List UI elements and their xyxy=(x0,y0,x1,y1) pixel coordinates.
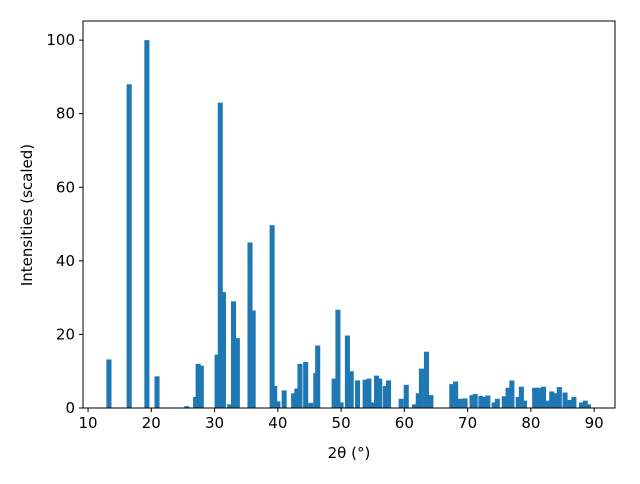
bar xyxy=(315,345,321,408)
bar xyxy=(398,398,404,408)
bar xyxy=(515,396,521,408)
x-tick-label: 10 xyxy=(79,414,98,432)
bar xyxy=(462,398,468,408)
bar xyxy=(184,406,190,408)
bar xyxy=(217,102,223,408)
bar xyxy=(106,359,112,408)
bar xyxy=(423,351,430,408)
bar xyxy=(214,354,220,408)
bar xyxy=(227,404,233,408)
y-tick-label: 40 xyxy=(56,252,75,270)
bar xyxy=(144,40,150,409)
bar xyxy=(522,400,528,408)
bar xyxy=(269,225,275,408)
bar xyxy=(344,335,350,408)
bar xyxy=(331,378,337,408)
bar xyxy=(231,301,237,408)
bar xyxy=(549,391,555,408)
bar xyxy=(291,393,297,408)
bar xyxy=(355,380,361,408)
bar xyxy=(195,363,201,408)
bar xyxy=(348,371,354,408)
bar xyxy=(415,393,421,408)
bar xyxy=(220,292,226,408)
bar xyxy=(198,365,204,408)
bar xyxy=(303,362,309,408)
bar xyxy=(485,395,491,408)
bar xyxy=(297,363,303,408)
x-tick-label: 70 xyxy=(458,414,477,432)
y-tick-label: 0 xyxy=(65,399,75,417)
bar xyxy=(386,380,392,408)
x-axis-label: 2θ (°) xyxy=(328,444,371,462)
bar xyxy=(480,396,486,408)
bar xyxy=(275,401,281,408)
bar xyxy=(338,402,344,408)
y-tick-label: 80 xyxy=(56,105,75,123)
bar xyxy=(403,384,409,408)
bar xyxy=(582,400,588,408)
bar xyxy=(373,375,380,408)
bar xyxy=(126,84,132,408)
bar xyxy=(428,395,434,408)
bar xyxy=(247,242,253,408)
bar xyxy=(505,387,511,408)
bar xyxy=(335,309,341,408)
bar xyxy=(546,400,552,408)
bar xyxy=(457,398,463,408)
bar xyxy=(535,387,541,408)
bar xyxy=(532,387,538,408)
y-tick-label: 100 xyxy=(46,31,75,49)
bar xyxy=(540,386,547,408)
x-tick-label: 80 xyxy=(521,414,540,432)
bar xyxy=(370,402,376,408)
bar xyxy=(501,396,507,408)
x-tick-label: 20 xyxy=(142,414,161,432)
x-tick-label: 50 xyxy=(332,414,351,432)
bar xyxy=(556,387,562,408)
bar xyxy=(578,402,585,408)
bar xyxy=(469,395,475,408)
bar xyxy=(154,376,160,408)
bar xyxy=(571,396,577,408)
bar xyxy=(281,390,287,408)
bar xyxy=(491,402,497,408)
bar xyxy=(382,385,388,408)
bar xyxy=(453,381,459,408)
bar xyxy=(250,310,256,408)
plot-frame xyxy=(82,20,616,409)
bar xyxy=(418,368,424,408)
x-tick-label: 90 xyxy=(585,414,604,432)
x-tick-label: 40 xyxy=(268,414,287,432)
bar xyxy=(272,385,278,408)
bar xyxy=(308,402,314,408)
y-tick-label: 20 xyxy=(56,325,75,343)
y-axis-label: Intensities (scaled) xyxy=(18,144,36,286)
bar xyxy=(234,338,240,408)
bar xyxy=(562,392,568,408)
bar xyxy=(362,379,368,408)
bar xyxy=(509,380,515,408)
y-tick-label: 60 xyxy=(56,178,75,196)
bar xyxy=(566,399,572,408)
bar xyxy=(294,388,300,408)
x-tick-label: 30 xyxy=(205,414,224,432)
bar xyxy=(518,386,524,408)
bar xyxy=(552,393,558,408)
bar xyxy=(366,378,372,408)
bar xyxy=(472,394,478,408)
bar xyxy=(377,378,383,408)
x-tick-label: 60 xyxy=(395,414,414,432)
bar xyxy=(411,404,418,408)
bar xyxy=(449,384,455,408)
bar xyxy=(585,404,591,408)
bar xyxy=(494,398,500,408)
